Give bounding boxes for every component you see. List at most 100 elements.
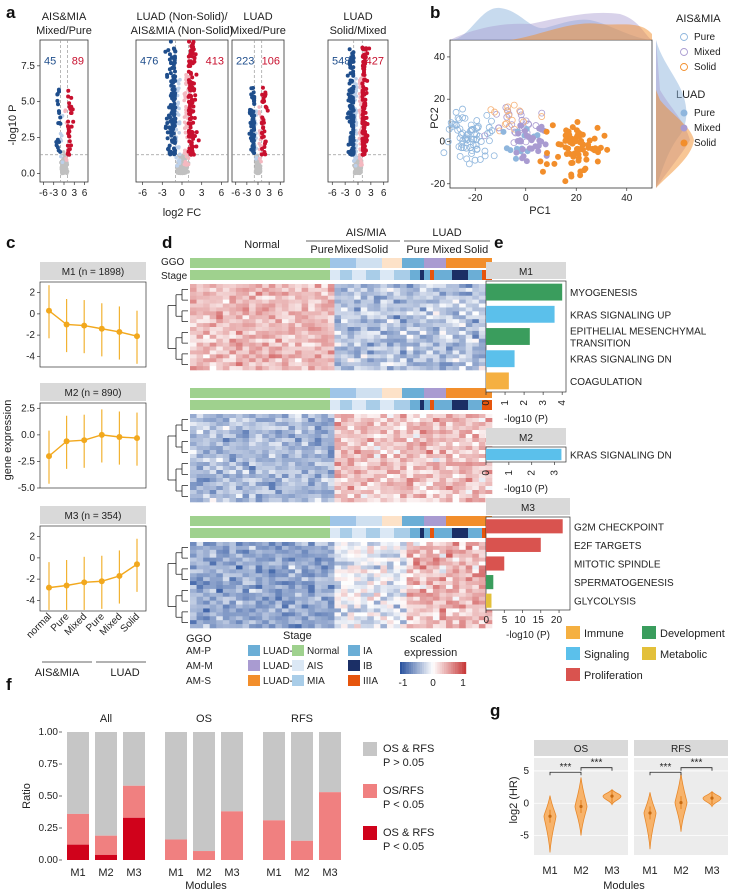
heatmap-cell — [386, 342, 394, 347]
heatmap-cell — [439, 620, 447, 625]
heatmap-cell — [347, 291, 355, 297]
heatmap-cell — [327, 358, 335, 363]
heatmap-cell — [216, 323, 224, 328]
volcano-point-down — [350, 78, 355, 83]
volcano-point-up — [361, 112, 366, 117]
heatmap-cell — [465, 295, 473, 300]
heatmap-cell — [459, 478, 467, 483]
heatmap-cell — [196, 330, 204, 336]
heatmap-cell — [334, 498, 342, 503]
heatmap-cell — [439, 608, 447, 613]
heatmap-cell — [426, 323, 434, 328]
heatmap-cell — [393, 422, 401, 427]
heatmap-cell — [327, 577, 335, 582]
heatmap-cell — [314, 414, 322, 419]
heatmap-cell — [288, 498, 296, 503]
heatmap-cell — [295, 569, 302, 574]
heatmap-cell — [439, 549, 447, 555]
volcano-point-up — [69, 95, 74, 100]
heatmap-cell — [334, 462, 342, 467]
heatmap-cell — [190, 358, 197, 363]
heatmap-cell — [321, 358, 329, 363]
heatmap-cell — [465, 450, 473, 455]
heatmap-cell — [446, 426, 453, 431]
heatmap-cell — [216, 354, 224, 359]
heatmap-cell — [341, 486, 348, 491]
heatmap-cell — [452, 303, 460, 308]
heatmap-cell — [196, 303, 204, 308]
heatmap-cell — [373, 545, 381, 551]
heatmap-cell — [301, 418, 309, 423]
heatmap-cell — [229, 577, 237, 582]
heatmap-cell — [386, 366, 394, 371]
volcano-point-down — [249, 147, 254, 152]
pca-point-luad-pure — [500, 128, 507, 135]
heatmap-cell — [190, 549, 197, 555]
heatmap-cell — [334, 354, 342, 359]
heatmap-cell — [209, 561, 217, 566]
heatmap-cell — [235, 426, 243, 431]
heatmap-cell — [314, 323, 322, 328]
heatmap-cell — [347, 470, 355, 475]
heatmap-cell — [373, 581, 381, 586]
heatmap-cell — [249, 350, 256, 355]
heatmap-cell — [347, 338, 355, 343]
heatmap-cell — [203, 346, 210, 351]
heatmap-cell — [341, 604, 348, 609]
heatmap-cell — [347, 588, 355, 594]
heatmap-cell — [308, 319, 316, 324]
heatmap-cell — [281, 616, 289, 621]
heatmap-cell — [432, 366, 440, 371]
heatmap-cell — [229, 438, 237, 443]
heatmap-cell — [419, 616, 427, 621]
heatmap-cell — [268, 362, 276, 367]
heatmap-cell — [327, 291, 335, 297]
heatmap-cell — [393, 458, 401, 463]
heatmap-cell — [446, 299, 453, 304]
pca-point-aismia-pure — [440, 149, 448, 157]
heatmap-cell — [439, 446, 447, 451]
heatmap-cell — [288, 342, 296, 347]
heatmap-cell — [459, 299, 467, 304]
heatmap-cell — [459, 482, 467, 487]
volcano-point-down — [172, 69, 177, 74]
heatmap-cell — [288, 434, 296, 439]
heatmap-cell — [419, 542, 427, 547]
heatmap-cell — [360, 624, 368, 629]
annot-row-label-stage: Stage — [161, 271, 188, 282]
heatmap-cell — [229, 422, 237, 427]
heatmap-cell — [308, 284, 316, 289]
stage-annotation-cell — [394, 270, 402, 280]
heatmap-cell — [367, 553, 375, 558]
heatmap-cell — [478, 342, 486, 347]
heatmap-cell — [235, 284, 243, 289]
heatmap-cell — [413, 592, 421, 598]
volcano-point-up — [190, 133, 195, 138]
heatmap-cell — [400, 311, 407, 316]
heatmap-cell — [190, 446, 197, 451]
heatmap-cell — [229, 358, 237, 363]
heatmap-cell — [222, 354, 230, 359]
heatmap-cell — [249, 612, 256, 617]
heatmap-cell — [255, 553, 263, 558]
heatmap-cell — [268, 438, 276, 443]
heatmap-cell — [426, 592, 434, 598]
heatmap-cell — [341, 498, 348, 503]
heatmap-cell — [242, 350, 250, 355]
volcano-point-up — [67, 147, 72, 152]
heatmap-cell — [400, 323, 407, 328]
heatmap-cell — [459, 557, 467, 562]
heatmap-cell — [235, 585, 243, 590]
heatmap-cell — [419, 478, 427, 483]
heatmap-cell — [255, 577, 263, 582]
heatmap-cell — [255, 346, 263, 351]
heatmap-cell — [380, 434, 388, 439]
heatmap-cell — [275, 596, 283, 601]
heatmap-cell — [465, 422, 473, 427]
heatmap-cell — [196, 287, 204, 293]
heatmap-cell — [354, 573, 361, 578]
heatmap-cell — [478, 311, 486, 316]
pca-ylabel: PC2 — [429, 107, 441, 128]
heatmap-cell — [380, 592, 388, 598]
heatmap-cell — [413, 596, 421, 601]
